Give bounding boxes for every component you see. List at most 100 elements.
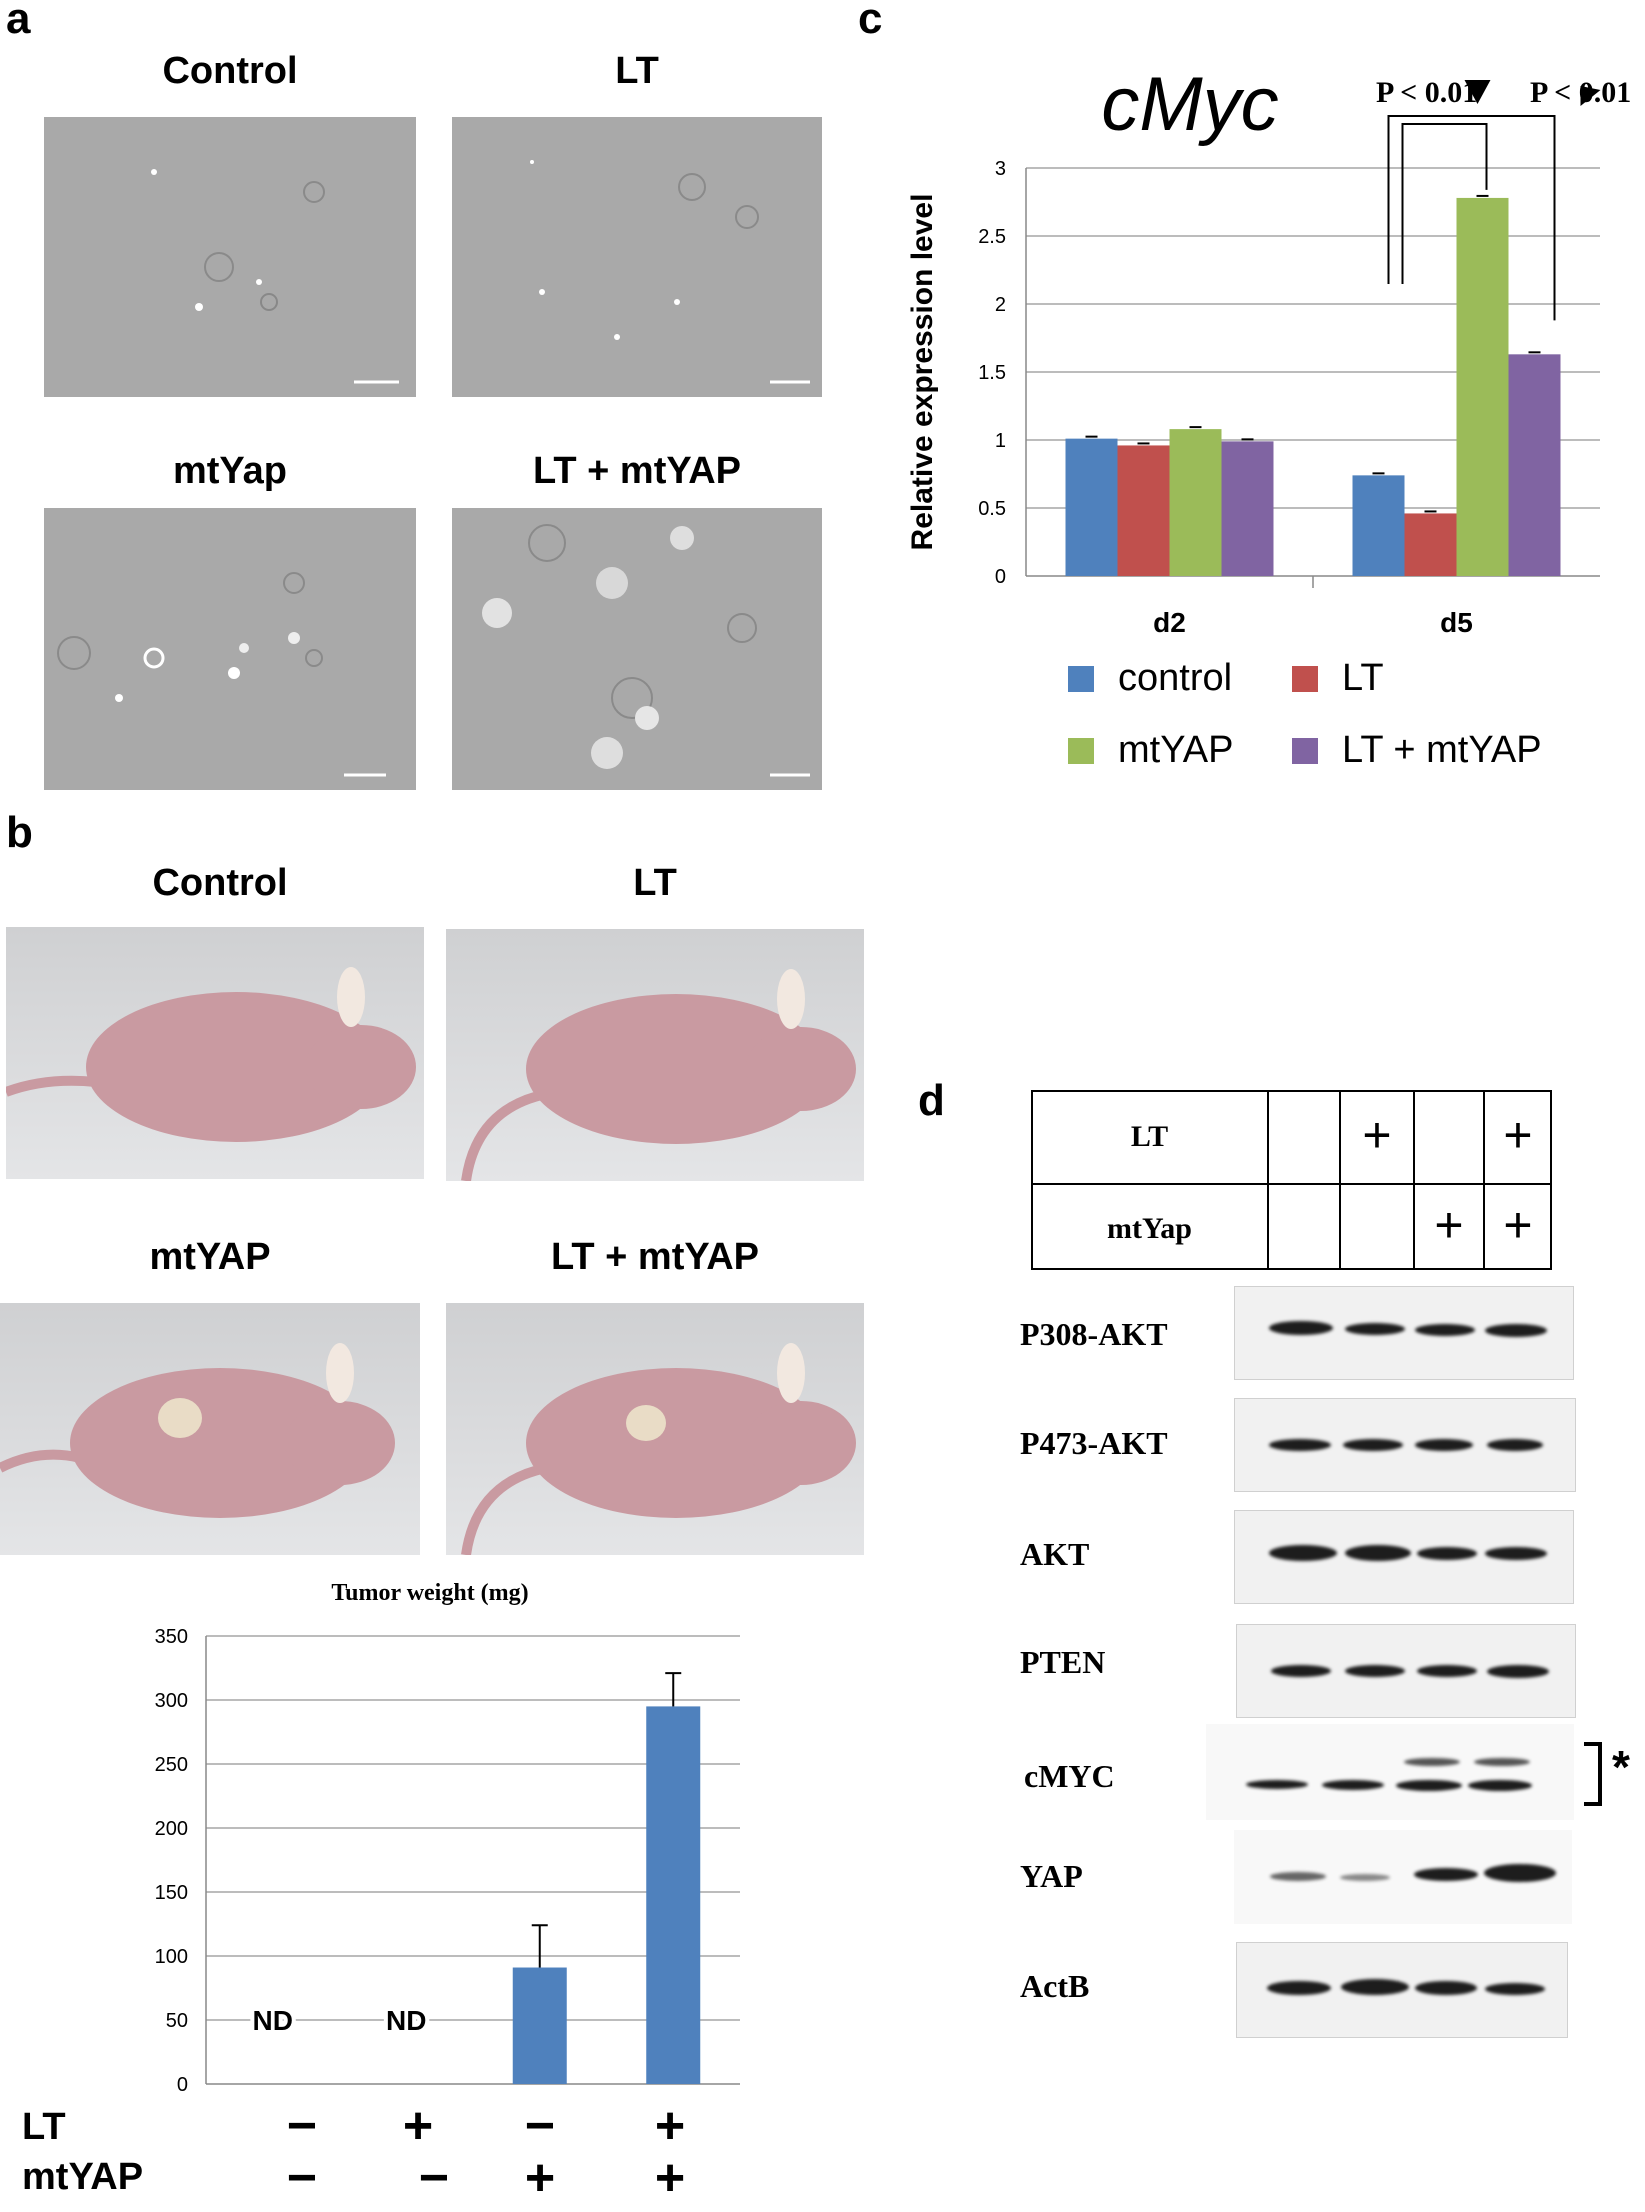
significance-bracket xyxy=(1401,123,1488,284)
cmyc-y-tick-label: 1 xyxy=(995,430,1006,452)
p-value-label-1: P < 0.01 xyxy=(1376,76,1478,109)
tumor-y-tick-label: 50 xyxy=(166,2010,188,2032)
micrograph-lt xyxy=(452,117,822,397)
condition-table: LT mtYap + + + + xyxy=(1031,1090,1552,1270)
tumor-weight-chart: 0 50 100 150 200 250 300 350 ND ND xyxy=(155,1626,740,2096)
blot-yap xyxy=(1234,1830,1572,1924)
significance-bracket xyxy=(1387,115,1556,321)
cmyc-y-tick-label: 2 xyxy=(995,294,1006,316)
panel-a-title-control: Control xyxy=(162,50,298,92)
blot-label-yap: YAP xyxy=(1020,1858,1083,1894)
significance-arrow xyxy=(1580,86,1601,106)
panel-c-letter: c xyxy=(858,0,883,43)
nd-label: ND xyxy=(253,2005,293,2036)
table-cell-mtyap-3: + xyxy=(1434,1197,1464,1253)
cmyc-x-tick-label: d5 xyxy=(1440,607,1473,638)
cmyc-bar xyxy=(1404,513,1457,576)
micrograph-mtyap xyxy=(44,508,416,790)
mouse-photo-lt-mtyap xyxy=(446,1303,864,1555)
blot-label-akt: AKT xyxy=(1020,1536,1090,1572)
lt-sign-1: − xyxy=(286,2097,318,2155)
cmyc-y-tick-label: 0 xyxy=(995,566,1006,588)
tumor-y-tick-label: 0 xyxy=(177,2074,188,2096)
tumor-row-label-mtyap: mtYAP xyxy=(22,2156,144,2198)
table-cell-lt-2: + xyxy=(1362,1107,1392,1163)
blot-cmyc xyxy=(1206,1724,1574,1820)
panel-b-title-mtyap: mtYAP xyxy=(149,1236,271,1278)
lt-sign-3: − xyxy=(524,2097,556,2155)
micrograph-lt-mtyap xyxy=(452,508,822,790)
cmyc-legend-label: mtYAP xyxy=(1118,729,1233,771)
mtyap-sign-1: − xyxy=(286,2149,318,2207)
mtyap-sign-2: − xyxy=(418,2149,450,2207)
cmyc-bar xyxy=(1117,445,1170,576)
cmyc-legend-swatch xyxy=(1292,666,1318,692)
cmyc-bar xyxy=(1352,475,1405,576)
micrograph-control xyxy=(44,117,416,397)
cmyc-legend-label: LT xyxy=(1342,657,1384,699)
panel-b-title-control: Control xyxy=(152,862,288,904)
tumor-y-tick-label: 350 xyxy=(155,1626,188,1648)
cmyc-legend-swatch xyxy=(1068,666,1094,692)
panel-b-title-lt: LT xyxy=(633,862,677,904)
cmyc-bracket xyxy=(1584,1742,1602,1806)
tumor-y-tick-label: 200 xyxy=(155,1818,188,1840)
cmyc-bar xyxy=(1065,438,1118,576)
cmyc-x-tick-label: d2 xyxy=(1153,607,1186,638)
significance-arrow xyxy=(1464,80,1491,104)
panel-a-letter: a xyxy=(6,0,31,43)
panel-b-title-lt-mtyap: LT + mtYAP xyxy=(551,1236,759,1278)
cmyc-legend-label: LT + mtYAP xyxy=(1342,729,1542,771)
tumor-bar xyxy=(512,1967,567,2084)
tumor-y-tick-label: 150 xyxy=(155,1882,188,1904)
cmyc-y-tick-label: 2.5 xyxy=(978,226,1006,248)
cmyc-y-tick-label: 0.5 xyxy=(978,498,1006,520)
cmyc-y-tick-label: 3 xyxy=(995,158,1006,180)
blot-label-p308-akt: P308-AKT xyxy=(1020,1316,1168,1352)
cmyc-legend-swatch xyxy=(1292,738,1318,764)
blot-actb xyxy=(1236,1942,1568,2038)
tumor-y-tick-label: 250 xyxy=(155,1754,188,1776)
cmyc-legend-label: control xyxy=(1118,657,1232,699)
blot-label-p473-akt: P473-AKT xyxy=(1020,1425,1168,1461)
blot-p473-akt xyxy=(1234,1398,1576,1492)
table-cell-mtyap-4: + xyxy=(1503,1197,1533,1253)
p-value-label-2: P < 0.01 xyxy=(1530,76,1632,109)
lt-sign-4: + xyxy=(654,2097,686,2155)
blot-akt xyxy=(1234,1510,1574,1604)
cmyc-legend-swatch xyxy=(1068,738,1094,764)
table-cell-lt-4: + xyxy=(1503,1107,1533,1163)
cmyc-bar xyxy=(1456,197,1509,577)
panel-b-letter: b xyxy=(6,808,33,857)
blot-label-actb: ActB xyxy=(1020,1968,1090,2004)
blot-label-pten: PTEN xyxy=(1020,1644,1106,1680)
cmyc-chart: cMyc 0 0.5 1 1.5 2 2.5 3 Relative expression lev… xyxy=(906,62,1601,771)
mouse-photo-mtyap xyxy=(0,1303,420,1555)
cmyc-y-tick-label: 1.5 xyxy=(978,362,1006,384)
tumor-chart-title: Tumor weight (mg) xyxy=(331,1580,529,1606)
blot-p308-akt xyxy=(1234,1286,1574,1380)
nd-label: ND xyxy=(386,2005,426,2036)
cmyc-asterisk: * xyxy=(1612,1741,1630,1793)
table-row-label-mtyap: mtYap xyxy=(1106,1212,1192,1245)
cmyc-chart-title: cMyc xyxy=(1101,62,1278,147)
cmyc-bar xyxy=(1508,354,1561,576)
lt-sign-2: + xyxy=(402,2097,434,2155)
panel-a-title-mtyap: mtYap xyxy=(172,450,288,492)
panel-a-title-lt: LT xyxy=(615,50,659,92)
mouse-photo-lt xyxy=(446,929,864,1181)
tumor-bar xyxy=(646,1706,701,2084)
cmyc-bar xyxy=(1221,441,1274,576)
mtyap-sign-4: + xyxy=(654,2149,686,2207)
mtyap-sign-3: + xyxy=(524,2149,556,2207)
blot-pten xyxy=(1236,1624,1576,1718)
tumor-y-tick-label: 100 xyxy=(155,1946,188,1968)
panel-d-letter: d xyxy=(918,1076,945,1125)
cmyc-bar xyxy=(1169,429,1222,576)
panel-a-title-lt-mtyap: LT + mtYAP xyxy=(533,450,741,492)
mouse-photo-control xyxy=(6,927,424,1179)
table-row-label-lt: LT xyxy=(1130,1120,1169,1153)
cmyc-y-axis-label: Relative expression level xyxy=(906,194,939,551)
tumor-row-label-lt: LT xyxy=(22,2106,66,2148)
tumor-y-tick-label: 300 xyxy=(155,1690,188,1712)
